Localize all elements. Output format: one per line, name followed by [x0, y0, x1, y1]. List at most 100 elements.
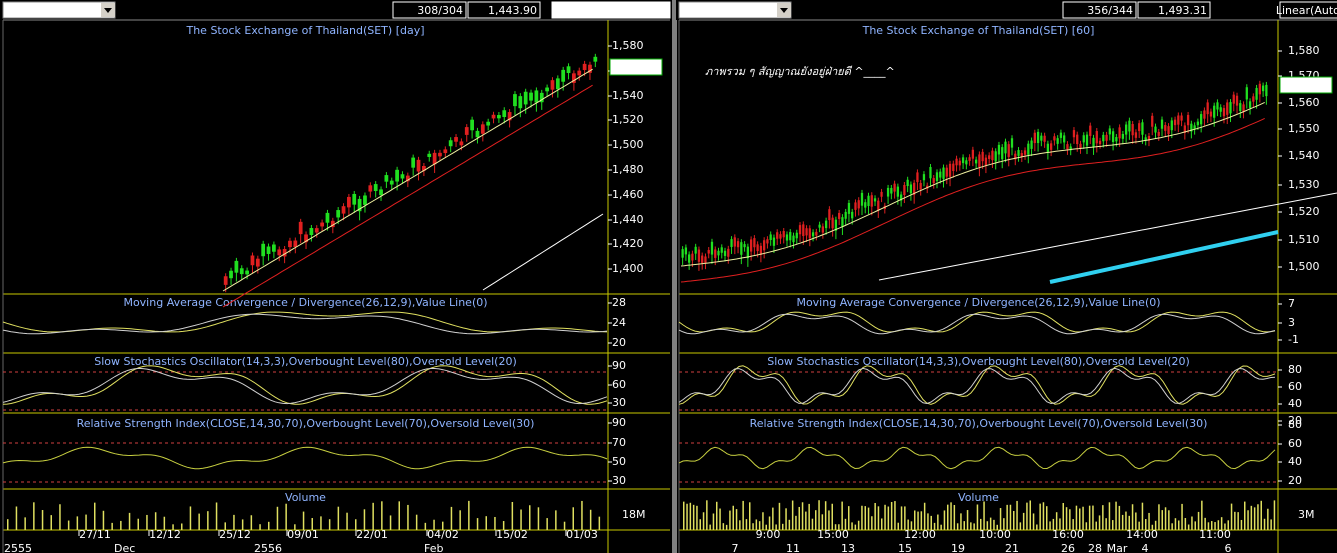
- volume-bar: [1220, 517, 1223, 530]
- volume-bar: [1184, 518, 1187, 530]
- candle: [997, 144, 1001, 155]
- candle: [815, 231, 818, 236]
- volume-bar: [76, 516, 79, 530]
- volume-bar: [890, 502, 893, 530]
- volume-bar: [563, 521, 566, 530]
- volume-bar: [1234, 511, 1236, 530]
- candle: [1040, 135, 1043, 141]
- candle: [860, 192, 864, 206]
- candle: [1232, 94, 1235, 104]
- candle: [572, 73, 576, 83]
- volume-bar: [1250, 505, 1253, 530]
- volume-bar: [163, 516, 166, 530]
- candle: [782, 231, 785, 238]
- volume-bar: [1062, 502, 1064, 530]
- candle: [763, 240, 766, 251]
- volume-bar: [696, 505, 698, 530]
- volume-bar: [572, 507, 574, 530]
- volume-bar: [689, 502, 692, 530]
- volume-bar: [953, 504, 956, 530]
- volume-bar: [189, 506, 192, 530]
- candle: [870, 195, 873, 207]
- candle: [438, 152, 442, 157]
- candle: [320, 222, 324, 227]
- candle: [1200, 114, 1203, 125]
- candle: [593, 56, 598, 62]
- candle: [792, 235, 795, 243]
- candle: [1079, 143, 1082, 149]
- candle: [288, 240, 292, 248]
- volume-bar: [1115, 501, 1117, 530]
- volume-bar: [41, 510, 44, 530]
- volume-bar: [1029, 500, 1031, 530]
- volume-bar: [1191, 516, 1193, 530]
- volume-bar: [59, 504, 61, 530]
- volume-bar: [1230, 503, 1233, 530]
- volume-bar: [732, 505, 734, 530]
- candle: [347, 196, 351, 208]
- scale-button[interactable]: [1279, 1, 1337, 19]
- volume-bar: [900, 506, 903, 530]
- date-label: 22/01: [356, 528, 388, 541]
- volume-bar: [940, 524, 942, 530]
- time-label: 15:00: [817, 528, 849, 541]
- volume-bar: [785, 508, 787, 530]
- tick-label: 1,440: [612, 213, 644, 226]
- volume-bar: [857, 520, 860, 530]
- candle: [844, 211, 847, 219]
- candle: [470, 119, 474, 131]
- volume-bar: [50, 515, 52, 530]
- volume-bar: [476, 518, 479, 530]
- volume-bar: [33, 502, 35, 530]
- volume-bar: [1065, 507, 1068, 530]
- candle: [961, 157, 965, 164]
- candle: [776, 232, 779, 239]
- volume-bar: [537, 507, 540, 530]
- volume-bar: [311, 518, 313, 530]
- candle: [1190, 123, 1193, 132]
- volume-bar: [887, 506, 890, 530]
- volume-bar: [1003, 518, 1005, 530]
- volume-bar: [468, 500, 470, 530]
- candle: [880, 191, 883, 197]
- candle: [932, 178, 935, 184]
- volume-bar: [1194, 521, 1196, 530]
- count: 356/344: [1087, 4, 1133, 17]
- candle: [588, 64, 592, 73]
- volume-bar: [884, 504, 886, 530]
- volume-bar: [871, 516, 873, 530]
- macd-line: [678, 311, 1276, 333]
- tick-label: 60: [1288, 437, 1302, 450]
- tick-label: 30: [612, 474, 626, 487]
- volume-bar: [1128, 515, 1130, 530]
- candle: [1252, 96, 1255, 102]
- volume-bar: [1121, 514, 1124, 530]
- candle: [743, 244, 746, 248]
- tick-label: 20: [1288, 474, 1302, 487]
- day-label: 6: [1225, 542, 1232, 553]
- volume-tick: 18M: [622, 508, 646, 521]
- candle: [802, 224, 805, 237]
- volume-bar: [1247, 510, 1249, 530]
- volume-bar: [520, 509, 522, 530]
- candle: [379, 189, 383, 196]
- volume-bar: [788, 519, 791, 530]
- tick-label: 1,460: [612, 188, 644, 201]
- tick-label: 28: [612, 296, 626, 309]
- candle: [873, 198, 877, 202]
- volume-bar: [198, 513, 200, 530]
- volume-bar: [581, 500, 583, 530]
- volume-bar: [1098, 515, 1101, 530]
- volume-bar: [320, 516, 322, 530]
- candle: [357, 198, 362, 212]
- volume-bar: [389, 515, 392, 530]
- volume-bar: [980, 518, 982, 530]
- candle: [1144, 137, 1147, 141]
- scale-button[interactable]: [551, 1, 671, 19]
- candle: [864, 202, 867, 208]
- candle: [723, 250, 727, 256]
- candle: [1033, 132, 1036, 144]
- volume-bar: [7, 519, 9, 530]
- date-label: 04/02: [427, 528, 459, 541]
